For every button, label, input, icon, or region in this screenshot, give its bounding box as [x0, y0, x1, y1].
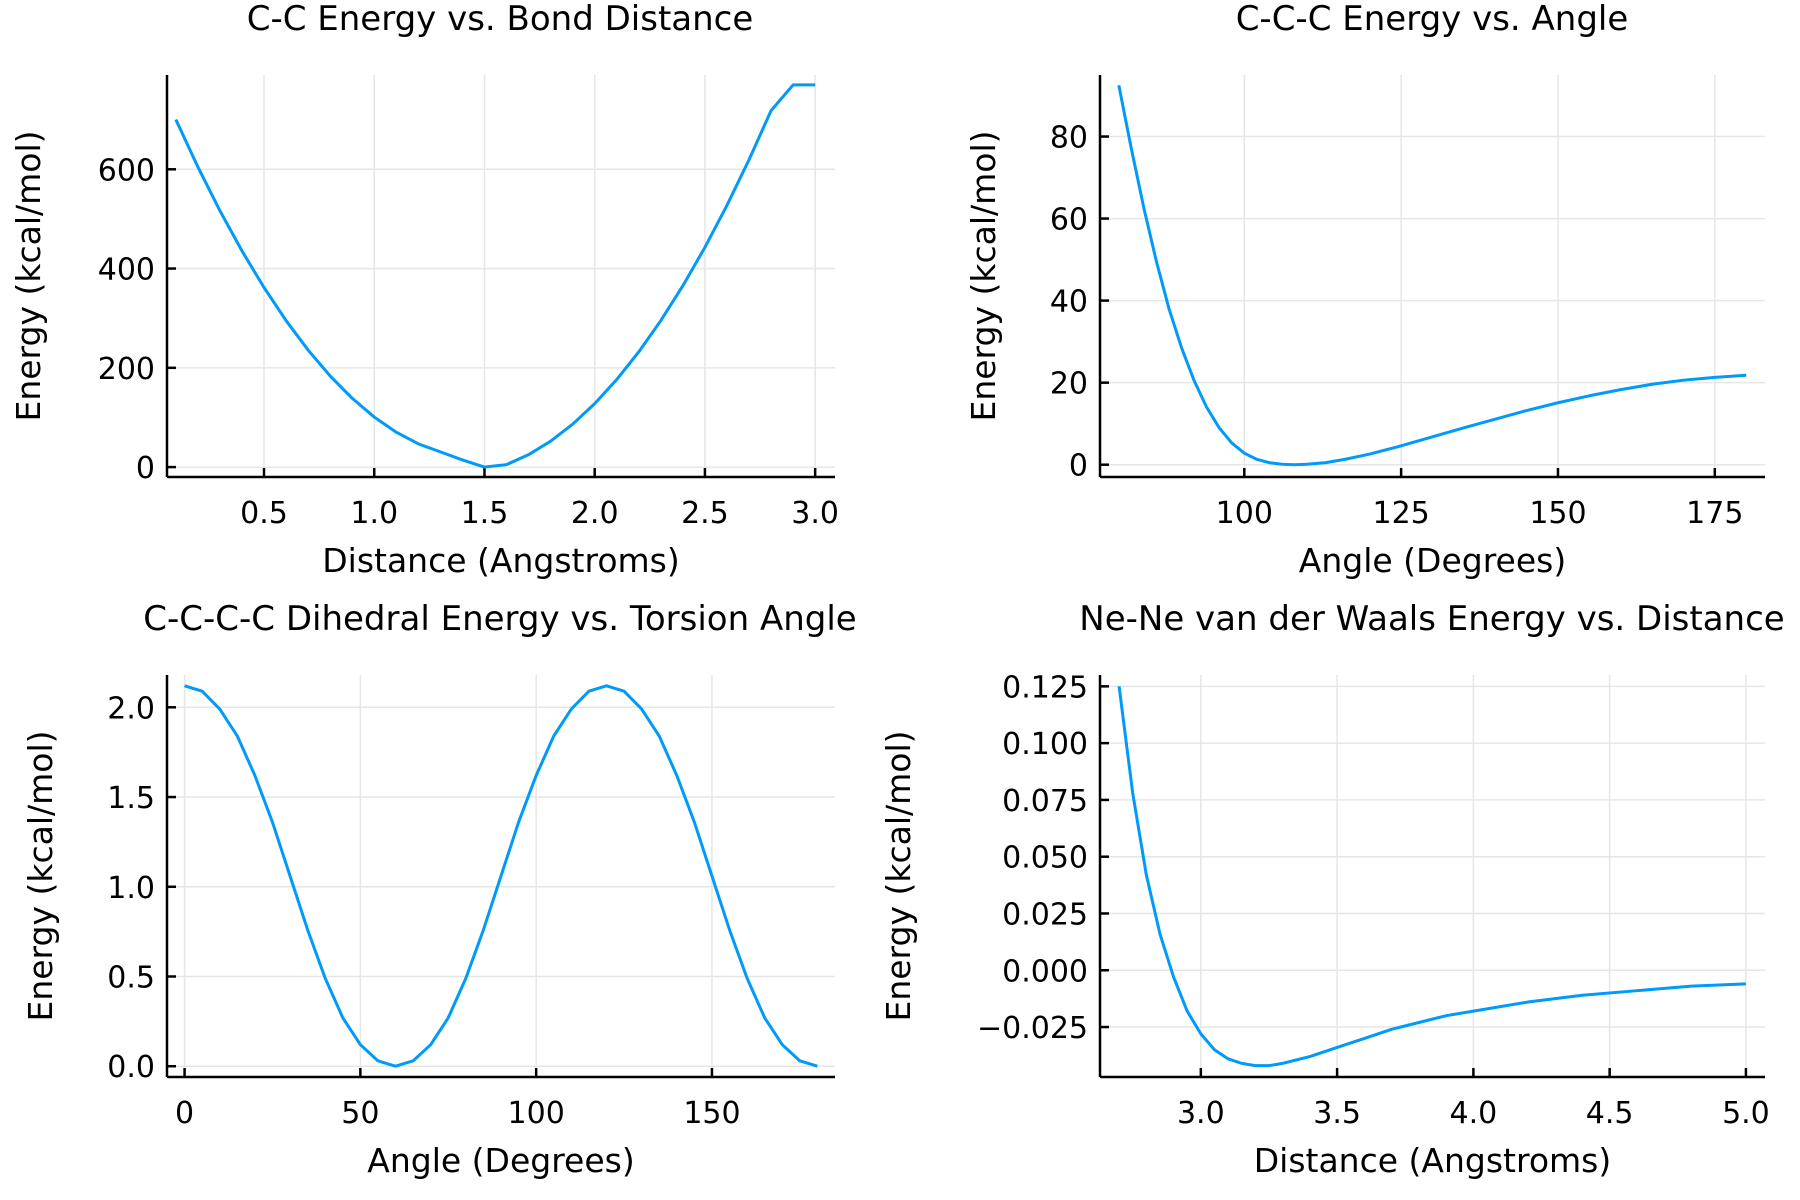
y-tick-label: 2.0	[107, 691, 155, 726]
series-line	[174, 83, 816, 469]
x-axis-label: Distance (Angstroms)	[1254, 1141, 1611, 1180]
x-tick-label: 125	[1372, 496, 1429, 531]
subplot-1: 0.5 1.0 1.5 2.0 2.5 3.0 0 200 400 600 C-C Energy v…	[9, 0, 839, 580]
chart-title: C-C-C Energy vs. Angle	[1236, 0, 1629, 39]
x-axis-label: Distance (Angstroms)	[322, 541, 679, 580]
subplot-4: 3.0 3.5 4.0 4.5 5.0 −0.025 0.000 0.025 0.050 0.07…	[879, 599, 1785, 1180]
chart-title: C-C-C-C Dihedral Energy vs. Torsion Angl…	[143, 599, 856, 639]
x-tick-label: 150	[683, 1096, 740, 1131]
y-tick-label: 200	[98, 352, 155, 387]
y-axis-label: Energy (kcal/mol)	[964, 130, 1003, 421]
y-tick-label: 60	[1050, 203, 1088, 238]
series-line	[1117, 84, 1747, 467]
x-tick-label: 1.0	[350, 496, 398, 531]
y-tick-label: 40	[1050, 285, 1088, 320]
x-tick-label: 2.5	[681, 496, 729, 531]
subplot-3: 0 50 100 150 0.0 0.5 1.0 1.5 2.0 C-C-C-C Dihedral…	[21, 599, 857, 1180]
y-axis-label: Energy (kcal/mol)	[9, 130, 48, 421]
x-tick-label: 175	[1686, 496, 1743, 531]
series-line	[1117, 686, 1746, 1068]
x-tick-label: 2.0	[571, 496, 619, 531]
y-tick-label: 600	[98, 153, 155, 188]
y-tick-label: 80	[1050, 121, 1088, 156]
y-tick-label: 0.100	[1002, 727, 1088, 762]
y-tick-label: 20	[1050, 367, 1088, 402]
y-tick-label: 0.050	[1002, 841, 1088, 876]
x-tick-label: 3.0	[791, 496, 839, 531]
x-tick-label: 4.5	[1586, 1096, 1634, 1131]
chart-title: C-C Energy vs. Bond Distance	[247, 0, 754, 39]
x-tick-label: 50	[341, 1096, 379, 1131]
x-tick-label: 100	[508, 1096, 565, 1131]
y-tick-label: 1.0	[107, 871, 155, 906]
y-tick-label: 1.5	[107, 781, 155, 816]
x-axis-label: Angle (Degrees)	[367, 1141, 634, 1180]
y-axis-label: Energy (kcal/mol)	[879, 730, 918, 1021]
y-tick-label: 0.025	[1002, 897, 1088, 932]
chart-title: Ne-Ne van der Waals Energy vs. Distance	[1079, 599, 1784, 639]
y-tick-label: −0.025	[977, 1011, 1088, 1046]
x-tick-label: 3.0	[1177, 1096, 1225, 1131]
subplot-2: 100 125 150 175 0 20 40 60 80 C-C-C Energy vs. An…	[964, 0, 1765, 580]
x-tick-label: 1.5	[461, 496, 509, 531]
y-tick-label: 0	[1069, 449, 1088, 484]
y-tick-label: 0.000	[1002, 954, 1088, 989]
y-tick-label: 0.125	[1002, 670, 1088, 705]
x-tick-label: 5.0	[1722, 1096, 1770, 1131]
y-axis-label: Energy (kcal/mol)	[21, 730, 60, 1021]
y-tick-label: 0	[136, 451, 155, 486]
x-tick-label: 3.5	[1313, 1096, 1361, 1131]
y-tick-label: 400	[98, 253, 155, 288]
x-axis-label: Angle (Degrees)	[1299, 541, 1566, 580]
x-tick-label: 0.5	[240, 496, 288, 531]
x-tick-label: 4.0	[1450, 1096, 1498, 1131]
x-tick-label: 0	[175, 1096, 194, 1131]
series-line	[184, 684, 818, 1068]
x-tick-label: 100	[1216, 496, 1273, 531]
x-tick-label: 150	[1529, 496, 1586, 531]
y-tick-label: 0.075	[1002, 784, 1088, 819]
y-tick-label: 0.5	[107, 961, 155, 996]
y-tick-label: 0.0	[107, 1050, 155, 1085]
